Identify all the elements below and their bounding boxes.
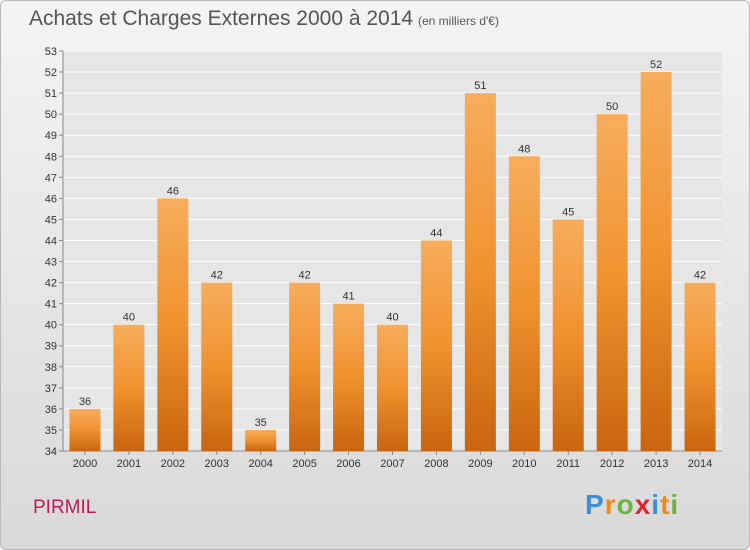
bar-value-label: 46 bbox=[167, 185, 179, 197]
bar bbox=[420, 240, 452, 451]
bar-value-label: 51 bbox=[474, 80, 486, 92]
x-tick-label: 2012 bbox=[600, 458, 624, 470]
y-tick-label: 35 bbox=[45, 425, 57, 437]
x-tick-label: 2011 bbox=[556, 458, 580, 470]
brand-logo: Proxiti bbox=[585, 489, 679, 521]
y-tick-label: 37 bbox=[45, 383, 57, 395]
y-tick-label: 53 bbox=[45, 46, 57, 58]
bar-value-label: 50 bbox=[606, 101, 618, 113]
bar bbox=[552, 219, 584, 451]
x-tick-label: 2003 bbox=[205, 458, 229, 470]
bar bbox=[333, 303, 365, 451]
bar-value-label: 42 bbox=[299, 270, 311, 282]
y-tick-label: 41 bbox=[45, 299, 57, 311]
bar bbox=[596, 114, 628, 451]
y-tick-label: 36 bbox=[45, 404, 57, 416]
x-tick-label: 2013 bbox=[644, 458, 668, 470]
bar bbox=[113, 324, 145, 451]
x-tick-label: 2002 bbox=[161, 458, 185, 470]
x-tick-label: 2014 bbox=[688, 458, 712, 470]
y-tick-label: 38 bbox=[45, 362, 57, 374]
y-tick-label: 39 bbox=[45, 341, 57, 353]
bar-value-label: 36 bbox=[79, 396, 91, 408]
x-tick-label: 2005 bbox=[292, 458, 316, 470]
y-tick-label: 45 bbox=[45, 214, 57, 226]
brand-letter: P bbox=[585, 489, 605, 520]
bar-value-label: 40 bbox=[386, 312, 398, 324]
y-tick-label: 48 bbox=[45, 151, 57, 163]
bar bbox=[69, 408, 101, 451]
bar bbox=[289, 282, 321, 451]
bar bbox=[157, 198, 189, 451]
y-tick-label: 51 bbox=[45, 88, 57, 100]
location-label: PIRMIL bbox=[33, 497, 97, 518]
brand-letter: t bbox=[660, 489, 671, 520]
bar bbox=[201, 282, 233, 451]
brand-letter: o bbox=[616, 489, 635, 520]
brand-letter: r bbox=[604, 489, 617, 520]
brand-letter: i bbox=[670, 489, 680, 520]
x-tick-label: 2007 bbox=[380, 458, 404, 470]
y-tick-label: 49 bbox=[45, 130, 57, 142]
x-tick-label: 2009 bbox=[468, 458, 492, 470]
y-tick-label: 40 bbox=[45, 320, 57, 332]
bar-value-label: 42 bbox=[694, 270, 706, 282]
bar-value-label: 45 bbox=[562, 206, 574, 218]
chart-title: Achats et Charges Externes 2000 à 2014 bbox=[29, 7, 414, 30]
bar-value-label: 40 bbox=[123, 312, 135, 324]
y-tick-label: 50 bbox=[45, 109, 57, 121]
x-tick-label: 2001 bbox=[117, 458, 141, 470]
x-tick-label: 2010 bbox=[512, 458, 536, 470]
bar-value-label: 52 bbox=[650, 59, 662, 71]
x-tick-label: 2004 bbox=[248, 458, 272, 470]
bar bbox=[464, 93, 496, 452]
y-tick-label: 47 bbox=[45, 172, 57, 184]
y-tick-label: 44 bbox=[45, 235, 57, 247]
y-tick-label: 42 bbox=[45, 278, 57, 290]
bar bbox=[377, 324, 408, 451]
bar bbox=[508, 156, 540, 451]
y-tick-label: 43 bbox=[45, 257, 57, 269]
x-tick-label: 2006 bbox=[336, 458, 360, 470]
bar-value-label: 48 bbox=[518, 143, 530, 155]
bar-value-label: 44 bbox=[430, 227, 442, 239]
bar bbox=[684, 282, 716, 451]
brand-letter: x bbox=[634, 489, 652, 520]
bar-value-label: 35 bbox=[255, 417, 267, 429]
y-tick-label: 52 bbox=[45, 67, 57, 79]
bar bbox=[245, 429, 277, 451]
y-tick-label: 34 bbox=[45, 446, 57, 458]
bar-value-label: 42 bbox=[211, 270, 223, 282]
bar-value-label: 41 bbox=[342, 291, 354, 303]
x-tick-label: 2008 bbox=[424, 458, 448, 470]
x-tick-label: 2000 bbox=[73, 458, 97, 470]
bar bbox=[640, 72, 672, 451]
y-tick-label: 46 bbox=[45, 193, 57, 205]
chart-unit-note: (en milliers d'€) bbox=[418, 14, 499, 28]
brand-letter: i bbox=[651, 489, 661, 520]
